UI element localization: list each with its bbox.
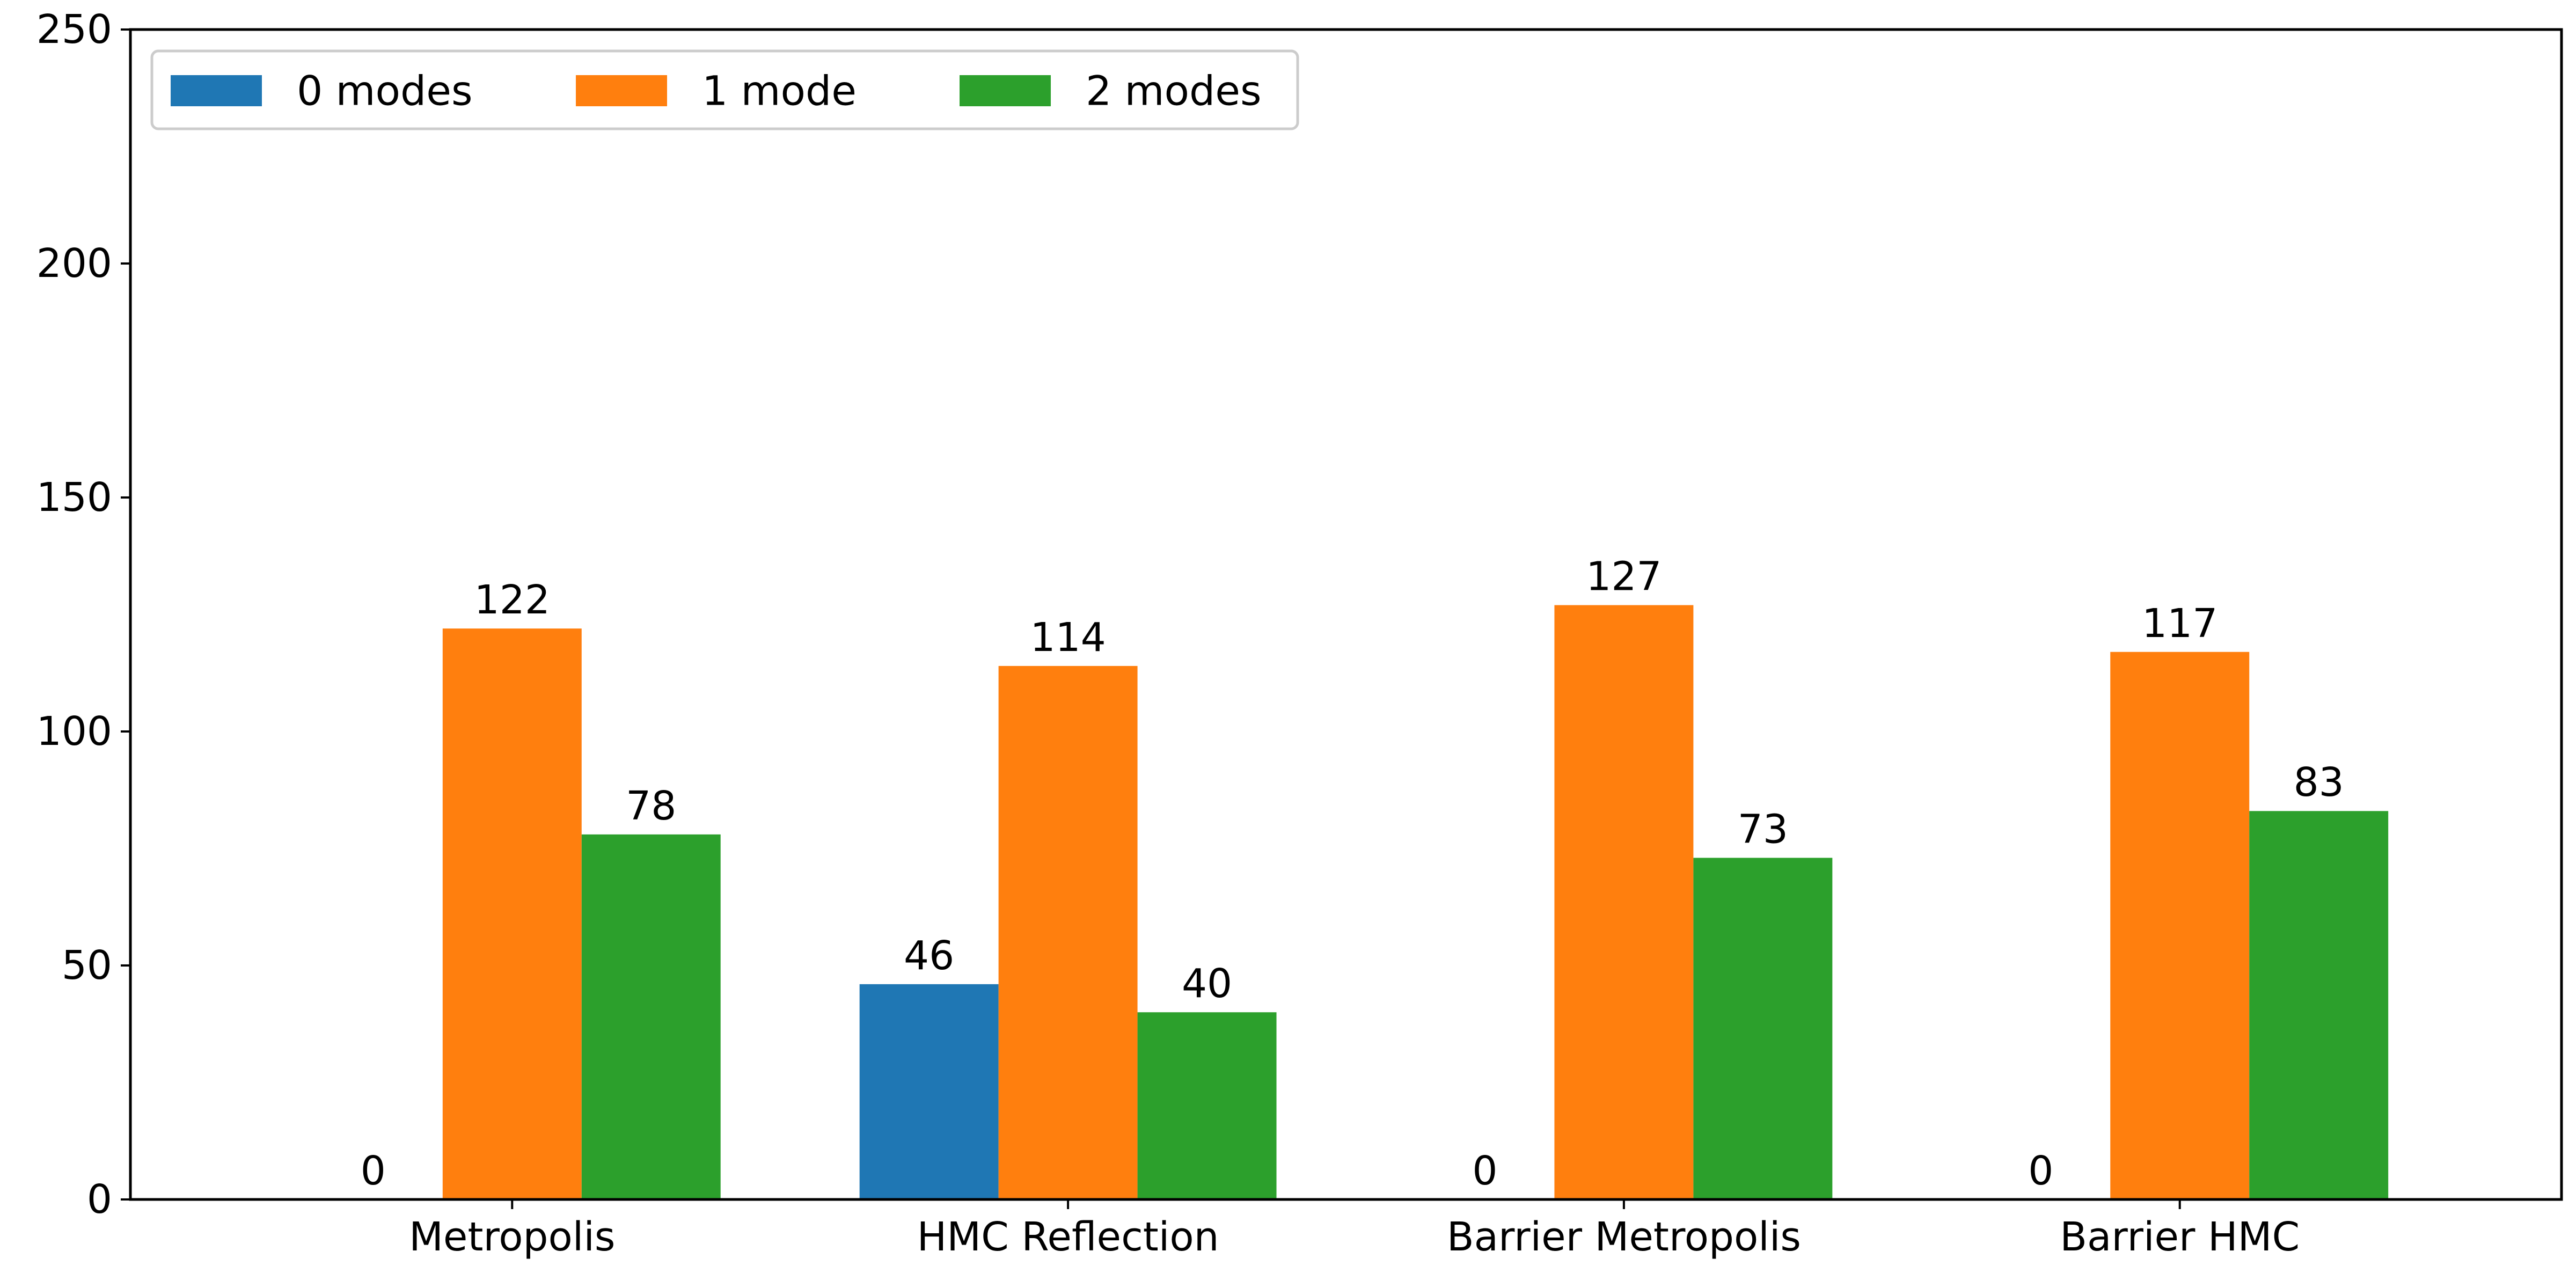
bar-value-label: 73 (1738, 806, 1788, 852)
legend-swatch (960, 75, 1051, 106)
bar-value-label: 117 (2142, 601, 2218, 647)
legend-label: 1 mode (702, 67, 857, 115)
x-axis: Metropolis HMC Reflection Barrier Metropol… (409, 1199, 2300, 1260)
bar (859, 984, 999, 1199)
bar (1137, 1012, 1277, 1199)
bar-value-label: 127 (1586, 554, 1662, 600)
axes-frame (129, 28, 2563, 1201)
bar (581, 834, 721, 1199)
bar-value-label: 0 (1472, 1148, 1497, 1194)
bar-value-label: 114 (1030, 614, 1106, 661)
x-tick-label: Barrier Metropolis (1447, 1214, 1801, 1260)
bar (998, 665, 1138, 1199)
plot-area: 0 122 78 46 114 40 0 127 73 0 117 83 (361, 554, 2389, 1199)
bar (1554, 605, 1694, 1199)
y-tick-label: 0 (87, 1176, 112, 1223)
legend-label: 0 modes (297, 67, 473, 115)
bar-value-label: 40 (1182, 961, 1232, 1007)
bar-value-label: 78 (626, 783, 676, 829)
legend-swatch (171, 75, 262, 106)
bar-value-label: 0 (361, 1148, 386, 1194)
legend-box (150, 49, 1299, 130)
y-tick-label: 200 (36, 240, 112, 287)
legend-label: 2 modes (1086, 67, 1262, 115)
x-tick-label: Metropolis (409, 1214, 615, 1260)
legend: 0 modes 1 mode 2 modes (150, 49, 1299, 130)
bar (2249, 811, 2389, 1199)
bar-value-label: 83 (2294, 759, 2344, 806)
bar-value-label: 122 (474, 577, 550, 623)
y-axis: 0 50 100 150 200 250 (36, 6, 130, 1223)
bar-value-label: 0 (2028, 1148, 2053, 1194)
y-tick-label: 150 (36, 474, 112, 521)
x-tick-label: HMC Reflection (917, 1214, 1219, 1260)
x-tick-label: Barrier HMC (2060, 1214, 2300, 1260)
y-tick-label: 100 (36, 708, 112, 755)
bar (1693, 858, 1833, 1199)
bar (2110, 652, 2250, 1199)
legend-swatch (576, 75, 667, 106)
y-tick-label: 250 (36, 6, 112, 53)
y-tick-label: 50 (62, 942, 112, 989)
bar-value-label: 46 (904, 933, 954, 979)
bar (442, 628, 582, 1199)
